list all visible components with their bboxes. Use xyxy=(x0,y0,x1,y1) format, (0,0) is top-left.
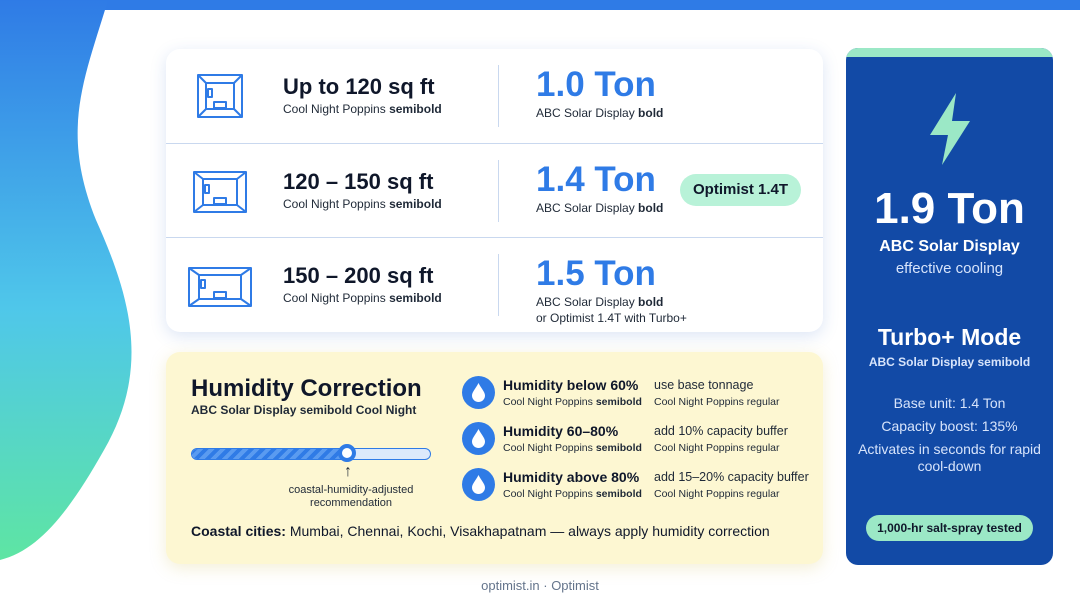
room-row-large: 150 – 200 sq ft Cool Night Poppins semib… xyxy=(166,237,823,331)
water-drop-icon xyxy=(462,468,495,501)
side-effective-cooling: effective cooling xyxy=(895,260,1004,277)
turbo-mode-font: ABC Solar Display semibold xyxy=(868,355,1031,369)
humidity-subtitle: ABC Solar Display semibold Cool Night xyxy=(191,403,417,417)
humidity-slider-fill xyxy=(192,449,347,459)
small-room-icon xyxy=(197,74,243,118)
humidity-label-font: Cool Night Poppins semibold xyxy=(503,442,642,454)
coastal-cities-text: Mumbai, Chennai, Kochi, Visakhapatnam — … xyxy=(289,523,770,539)
humidity-label: Humidity below 60% xyxy=(503,377,639,393)
room-tonnage: 1.0 Ton xyxy=(536,65,656,104)
room-size-card: Up to 120 sq ft Cool Night Poppins semib… xyxy=(166,49,823,332)
humidity-action: add 15–20% capacity buffer xyxy=(654,470,809,484)
room-tonnage-font: ABC Solar Display bold xyxy=(536,201,664,215)
water-drop-icon xyxy=(462,376,495,409)
room-area-font: Cool Night Poppins semibold xyxy=(283,291,442,305)
room-tonnage-font: ABC Solar Display bold xyxy=(536,106,664,120)
side-panel-accent xyxy=(846,48,1053,57)
humidity-slider-track xyxy=(191,448,431,460)
humidity-action-font: Cool Night Poppins regular xyxy=(654,442,780,454)
large-room-icon xyxy=(188,267,252,307)
humidity-slider-caption: coastal-humidity-adjusted recommendation xyxy=(288,484,414,509)
room-tonnage: 1.4 Ton xyxy=(536,160,656,199)
room-row-small: Up to 120 sq ft Cool Night Poppins semib… xyxy=(166,49,823,143)
water-drop-icon xyxy=(462,422,495,455)
turbo-mode-title: Turbo+ Mode xyxy=(877,324,1022,350)
salt-spray-badge: 1,000-hr salt-spray tested xyxy=(866,515,1033,541)
row-divider xyxy=(498,65,499,127)
side-tonnage-font: ABC Solar Display xyxy=(879,238,1020,255)
side-spec-line: Activates in seconds for rapid cool-down xyxy=(858,441,1041,474)
row-divider xyxy=(498,254,499,316)
side-spec-line: Base unit: 1.4 Ton xyxy=(893,395,1006,411)
room-area-font: Cool Night Poppins semibold xyxy=(283,197,442,211)
humidity-slider-knob[interactable] xyxy=(338,444,356,462)
room-row-medium: 120 – 150 sq ft Cool Night Poppins semib… xyxy=(166,143,823,237)
model-badge: Optimist 1.4T xyxy=(680,174,802,206)
room-tonnage-font: ABC Solar Display bold or Optimist 1.4T w… xyxy=(536,295,687,325)
humidity-label-font: Cool Night Poppins semibold xyxy=(503,488,642,500)
humidity-label: Humidity above 80% xyxy=(503,469,640,485)
up-arrow-icon: ↑ xyxy=(344,463,352,480)
coastal-cities-note: Coastal cities: Mumbai, Chennai, Kochi, … xyxy=(191,523,770,539)
room-tonnage-note: or Optimist 1.4T with Turbo+ xyxy=(536,311,687,325)
humidity-row: Humidity above 80% Cool Night Poppins se… xyxy=(462,466,812,506)
humidity-action: use base tonnage xyxy=(654,378,754,392)
room-tonnage: 1.5 Ton xyxy=(536,254,656,293)
humidity-title: Humidity Correction xyxy=(191,375,422,402)
medium-room-icon xyxy=(193,171,247,213)
humidity-action-font: Cool Night Poppins regular xyxy=(654,396,780,408)
room-area-font: Cool Night Poppins semibold xyxy=(283,102,442,116)
humidity-action-font: Cool Night Poppins regular xyxy=(654,488,780,500)
room-area: 120 – 150 sq ft xyxy=(283,169,434,194)
turbo-side-panel: 1.9 Ton ABC Solar Display effective cool… xyxy=(846,48,1053,565)
side-tonnage: 1.9 Ton xyxy=(874,184,1025,233)
side-spec-line: Capacity boost: 135% xyxy=(881,418,1018,434)
top-accent-bar xyxy=(0,0,1080,10)
humidity-action: add 10% capacity buffer xyxy=(654,424,788,438)
humidity-label-font: Cool Night Poppins semibold xyxy=(503,396,642,408)
footer-credit: optimist.in · Optimist xyxy=(481,578,599,593)
decorative-wave xyxy=(0,0,132,560)
humidity-label: Humidity 60–80% xyxy=(503,423,619,439)
room-area: Up to 120 sq ft xyxy=(283,74,435,99)
humidity-card: Humidity Correction ABC Solar Display se… xyxy=(166,352,823,564)
row-divider xyxy=(498,160,499,222)
lightning-bolt-icon xyxy=(930,93,970,165)
coastal-cities-label: Coastal cities: xyxy=(191,523,286,539)
humidity-row: Humidity 60–80% Cool Night Poppins semib… xyxy=(462,420,812,460)
humidity-row: Humidity below 60% Cool Night Poppins se… xyxy=(462,374,812,414)
room-area: 150 – 200 sq ft xyxy=(283,263,434,288)
